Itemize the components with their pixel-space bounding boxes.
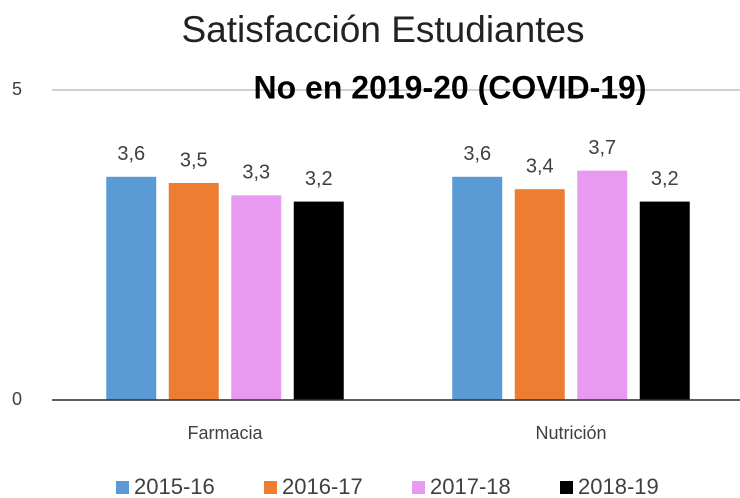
- value-label: 3,6: [117, 143, 145, 165]
- bar: [639, 201, 690, 400]
- y-tick-label: 0: [12, 389, 22, 409]
- legend-label: 2015-16: [134, 474, 215, 498]
- value-label: 3,5: [180, 149, 208, 171]
- legend-swatch: [412, 481, 425, 494]
- legend-swatch: [116, 481, 129, 494]
- bar: [106, 176, 157, 400]
- legend-swatch: [560, 481, 573, 494]
- legend-label: 2016-17: [282, 474, 363, 498]
- y-tick-label: 5: [12, 79, 22, 99]
- annotation: No en 2019-20 (COVID-19): [253, 69, 646, 105]
- value-label: 3,7: [588, 137, 616, 159]
- value-label: 3,3: [242, 162, 270, 184]
- x-tick-label: Farmacia: [187, 423, 263, 443]
- value-label: 3,6: [463, 143, 491, 165]
- bar: [514, 189, 565, 400]
- bar: [293, 201, 344, 400]
- value-label: 3,2: [305, 168, 333, 190]
- bar: [452, 176, 503, 400]
- chart-title: Satisfacción Estudiantes: [181, 9, 584, 50]
- legend-label: 2018-19: [578, 474, 659, 498]
- value-label: 3,4: [526, 155, 554, 177]
- x-tick-label: Nutrición: [535, 423, 606, 443]
- bar: [577, 170, 628, 400]
- legend-swatch: [264, 481, 277, 494]
- value-label: 3,2: [651, 168, 679, 190]
- bar: [168, 183, 219, 400]
- bar: [231, 195, 282, 400]
- legend-label: 2017-18: [430, 474, 511, 498]
